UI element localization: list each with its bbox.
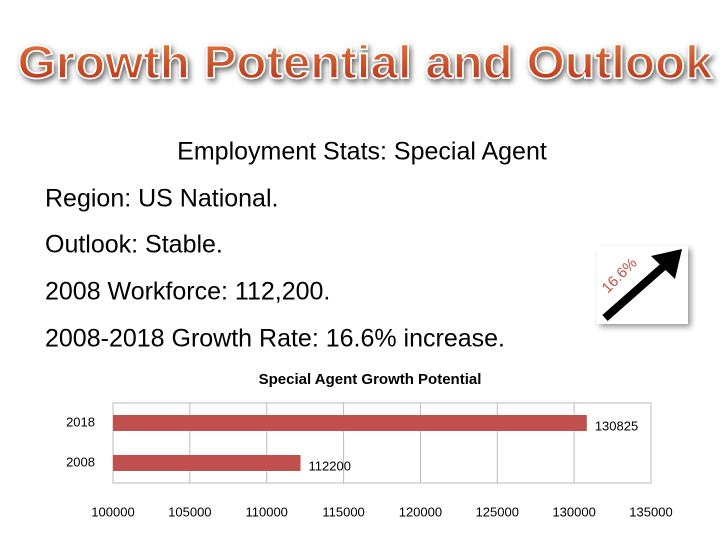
text-line: 2008 Workforce: 112,200. [45, 278, 330, 306]
data-label: 130825 [595, 418, 638, 433]
plot-border [112, 402, 652, 484]
x-tick-label: 115000 [322, 504, 364, 519]
x-tick-label: 120000 [399, 504, 442, 519]
text-line: 2008-2018 Growth Rate: 16.6% increase. [45, 325, 505, 353]
chart-title: Special Agent Growth Potential [259, 371, 482, 388]
heading: Employment Stats: Special Agent [177, 138, 547, 166]
x-tick-label: 135000 [629, 504, 672, 519]
arrow-head [651, 249, 682, 279]
text-line: Outlook: Stable. [45, 231, 223, 259]
x-tick-label: 100000 [91, 504, 134, 519]
bar [113, 415, 587, 431]
x-tick-label: 105000 [168, 504, 211, 519]
bar [113, 455, 301, 471]
arrow-icon: 16.6% [597, 246, 688, 324]
y-tick-label: 2008 [66, 454, 95, 469]
x-tick-label: 125000 [476, 504, 519, 519]
chart: 100000 105000 110000 115000 120000 125000 1300… [66, 402, 673, 519]
slide-title: Growth Potential and Outlook [18, 36, 713, 88]
x-tick-label: 110000 [246, 504, 288, 519]
x-tick-label: 130000 [552, 504, 595, 519]
arrow-shaft [602, 262, 667, 322]
data-label: 112200 [309, 458, 351, 473]
y-tick-label: 2018 [66, 414, 95, 429]
text-line: Region: US National. [45, 185, 278, 213]
